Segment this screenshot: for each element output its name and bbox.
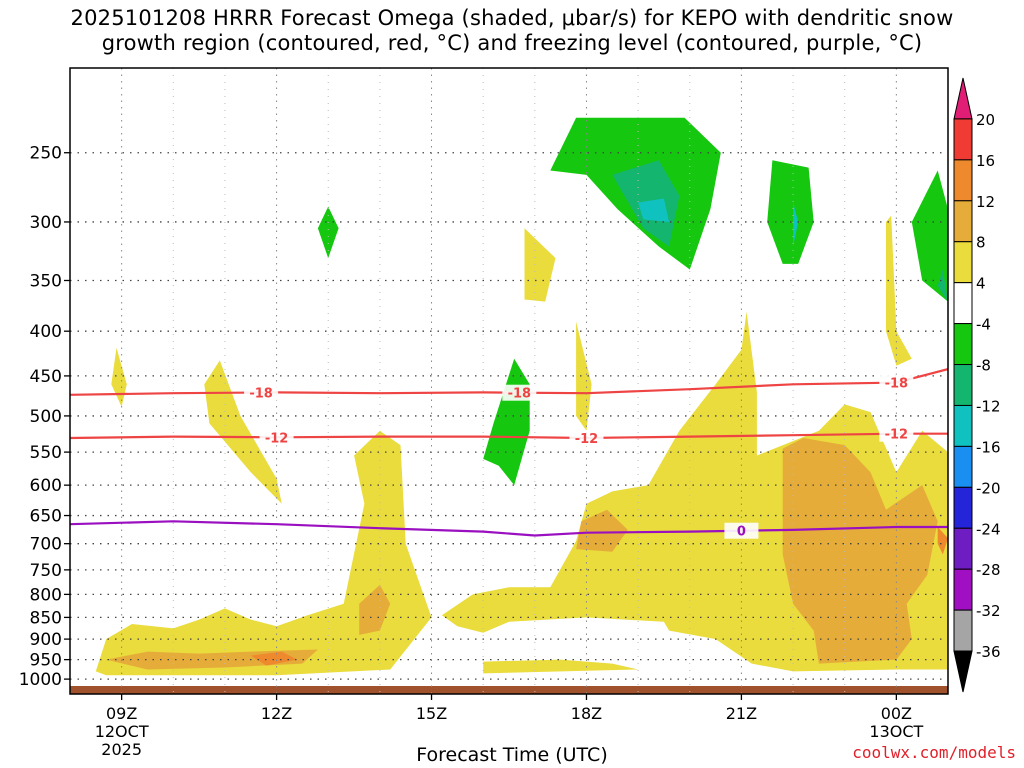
colorbar-label: -16 [976, 438, 1001, 456]
colorbar-segment [953, 486, 973, 529]
x-tick-date: 13OCT [869, 722, 923, 741]
x-axis-label: Forecast Time (UTC) [416, 744, 608, 766]
isotherm-label-bg [502, 384, 537, 401]
isotherm-label-bg [259, 429, 294, 446]
x-tick-label: 00Z [881, 704, 912, 723]
omega-region--4 [483, 358, 530, 486]
omega-region-8 [782, 438, 938, 664]
y-tick-label: 850 [30, 608, 62, 628]
omega-region--4 [317, 206, 339, 259]
y-tick-label: 900 [30, 630, 62, 650]
chart-title-line-1: 2025101208 HRRR Forecast Omega (shaded, … [70, 6, 954, 30]
omega-region-4 [576, 321, 592, 431]
isotherm-label: -18 [885, 377, 909, 392]
colorbar-label: 20 [976, 111, 995, 129]
y-tick-label: 300 [30, 213, 62, 233]
omega-region-4 [886, 215, 912, 366]
colorbar-segment [953, 159, 973, 202]
omega-region-4 [483, 659, 639, 674]
colorbar-label: -4 [976, 316, 991, 334]
colorbar-label: -24 [976, 520, 1001, 538]
omega-region-4 [111, 347, 127, 407]
y-tick-label: 600 [30, 476, 62, 496]
colorbar-segment [953, 527, 973, 570]
isotherm-label: -18 [249, 387, 273, 402]
colorbar-label: 8 [976, 234, 986, 252]
colorbar-label: 12 [976, 193, 995, 211]
colorbar-label: -28 [976, 561, 1001, 579]
omega-region--4 [911, 170, 948, 302]
isotherm-label: -18 [508, 387, 532, 402]
isotherm-label-bg [879, 425, 914, 442]
colorbar-segment [953, 200, 973, 243]
x-tick-label: 15Z [416, 704, 447, 723]
isotherm-label: 0 [737, 525, 746, 540]
y-tick-label: 700 [30, 535, 62, 555]
colorbar-segment [953, 241, 973, 284]
colorbar-bottom-arrow [953, 650, 973, 693]
colorbar-top-arrow [953, 77, 973, 120]
y-tick-label: 400 [30, 322, 62, 342]
x-tick-date: 12OCT [95, 722, 149, 741]
isotherm-label-bg [569, 430, 604, 447]
x-tick-label: 18Z [571, 704, 602, 723]
y-tick-label: 550 [30, 443, 62, 463]
colorbar-label: -20 [976, 479, 1001, 497]
x-tick-label: 21Z [726, 704, 757, 723]
colorbar-segment [953, 364, 973, 406]
omega-region-8 [576, 509, 628, 552]
x-tick-year: 2025 [101, 740, 142, 759]
isotherm-label: -12 [265, 431, 289, 446]
y-tick-label: 450 [30, 367, 62, 387]
omega-region--4 [767, 160, 814, 264]
credit-text: coolwx.com/models [852, 743, 1016, 762]
isotherm--12 [70, 432, 948, 440]
colorbar-segment [953, 323, 973, 366]
colorbar-label: -8 [976, 357, 991, 375]
isotherm-0 [70, 520, 948, 537]
omega-region-12 [250, 651, 298, 666]
ground-strip [70, 686, 948, 694]
omega-region--8 [937, 269, 948, 302]
colorbar-label: -12 [976, 397, 1001, 415]
colorbar-segment [953, 609, 973, 652]
isotherm-label: -12 [575, 432, 599, 447]
isotherm-label-bg [879, 374, 914, 391]
y-tick-label: 500 [30, 407, 62, 427]
isotherm-label: -12 [885, 428, 909, 443]
chart-title-line-2: growth region (contoured, red, °C) and f… [101, 31, 923, 55]
omega-region-4 [204, 360, 282, 504]
y-tick-label: 950 [30, 651, 62, 671]
y-tick-label: 250 [30, 144, 62, 164]
plot-frame [69, 67, 949, 695]
colorbar-label: -32 [976, 602, 1001, 620]
colorbar-segment [953, 445, 973, 488]
omega-region-4 [524, 228, 556, 302]
y-tick-label: 1000 [19, 670, 62, 690]
colorbar-label: 16 [976, 152, 995, 170]
omega-region--12 [638, 198, 670, 222]
y-tick-label: 350 [30, 271, 62, 291]
colorbar-segment [953, 282, 973, 325]
omega-region-4 [95, 430, 432, 676]
colorbar-segment [953, 404, 973, 447]
colorbar-label: 4 [976, 275, 986, 293]
y-tick-label: 750 [30, 561, 62, 581]
colorbar-label: -36 [976, 643, 1001, 661]
omega-region-8 [359, 584, 391, 635]
x-tick-label: 09Z [106, 704, 137, 723]
isotherm-label-bg [724, 522, 759, 539]
y-tick-label: 800 [30, 585, 62, 605]
colorbar-segment [953, 118, 973, 161]
omega-region-12 [937, 527, 948, 555]
omega-region--12 [793, 202, 799, 247]
colorbar-segment [953, 568, 973, 611]
x-tick-label: 12Z [261, 704, 292, 723]
isotherm-label-bg [244, 384, 279, 401]
y-tick-label: 650 [30, 507, 62, 527]
